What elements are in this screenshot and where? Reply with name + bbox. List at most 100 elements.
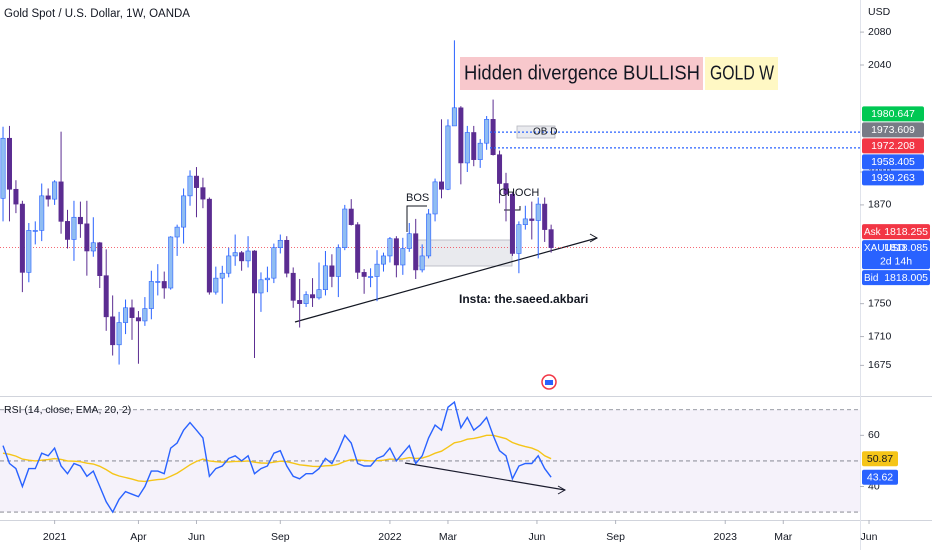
x-tick-label: Jun: [861, 531, 878, 543]
x-tick-label: Mar: [439, 531, 458, 543]
quote-box: [862, 224, 930, 240]
candle-body: [193, 175, 199, 188]
candle-body: [26, 230, 32, 273]
candle-body: [129, 307, 135, 318]
price-label: 1972.208: [871, 140, 915, 152]
candle-body: [123, 307, 129, 323]
rsi-line: [2, 400, 552, 514]
candle-body: [393, 238, 399, 266]
value-box: [862, 469, 898, 485]
candle-body: [187, 175, 193, 197]
candle-body: [529, 218, 535, 221]
price-box: [862, 138, 924, 154]
candle-body: [445, 125, 451, 190]
candle-body: [497, 154, 503, 184]
candle-body: [219, 272, 225, 279]
candle-body: [522, 218, 528, 225]
candle-body: [509, 193, 515, 254]
candle-body: [316, 289, 322, 299]
annotation: BOS: [406, 192, 429, 204]
indicator-title: RSI (14, close, EMA, 20, 2): [4, 404, 131, 416]
candle-body: [335, 247, 341, 277]
candle-body: [464, 132, 470, 164]
candle-body: [161, 281, 167, 289]
chart-title: Gold Spot / U.S. Dollar, 1W, OANDA: [4, 8, 190, 20]
demand-zone: [414, 239, 513, 267]
bos-line: [406, 205, 427, 232]
candle-body: [503, 183, 509, 195]
candle-body: [484, 119, 490, 144]
price-label: 1980.647: [871, 108, 915, 120]
value-label: 43.62: [867, 472, 893, 484]
event-icon-flag: [545, 380, 553, 385]
candle-body: [277, 239, 283, 248]
candle-body: [135, 317, 141, 322]
candle-body: [355, 224, 361, 273]
x-tick-label: Sep: [271, 531, 290, 543]
x-tick-label: 2023: [714, 531, 738, 543]
value-box: [862, 451, 898, 467]
price-box: [862, 154, 924, 170]
trendline: [294, 237, 598, 323]
title-box: [460, 57, 703, 90]
arrow-head: [589, 233, 599, 243]
y-tick-label: 2040: [868, 59, 892, 71]
candle-body: [39, 195, 45, 231]
y-tick-label: 2080: [868, 26, 892, 38]
x-tick-label: Mar: [774, 531, 793, 543]
candle-body: [303, 294, 309, 304]
candle-body: [542, 203, 548, 230]
candle-body: [110, 316, 116, 346]
candle-body: [264, 277, 270, 281]
candle-body: [58, 181, 64, 222]
price-box: [862, 106, 924, 122]
x-tick-label: Apr: [130, 531, 147, 543]
candle-body: [361, 272, 367, 277]
quote-name: Ask: [864, 227, 882, 238]
candle-body: [535, 203, 541, 221]
candle-body: [97, 242, 103, 276]
candle-body: [155, 281, 161, 283]
candle-body: [252, 250, 258, 294]
x-tick-label: Sep: [606, 531, 625, 543]
value-label: 50.87: [867, 453, 893, 465]
y-tick-label: 1750: [868, 297, 892, 309]
candle-body: [77, 216, 83, 225]
price-label: 1973.609: [871, 124, 915, 136]
candle-body: [174, 226, 180, 238]
candle-body: [374, 263, 380, 277]
y-tick-label: 1870: [868, 199, 892, 211]
candle-body: [451, 107, 457, 127]
candle-body: [245, 250, 251, 262]
y-tick-label: 60: [868, 429, 880, 441]
annotation: GOLD W: [710, 62, 774, 84]
candle-body: [271, 247, 277, 279]
rsi-line: [2, 434, 552, 483]
annotation: OB D: [533, 127, 557, 138]
candle-body: [432, 181, 438, 215]
candle-body: [200, 187, 206, 200]
choch-line: [504, 206, 521, 211]
candle-body: [413, 233, 419, 271]
candle-body: [516, 224, 522, 254]
annotation: CHOCH: [499, 187, 539, 199]
candle-body: [329, 265, 335, 277]
price-label: 1958.405: [871, 156, 915, 168]
candle-body: [419, 255, 425, 271]
rsi-trendline: [404, 462, 566, 491]
candle-body: [290, 272, 296, 301]
price-label: 1939.263: [871, 172, 915, 184]
candle-body: [310, 294, 316, 299]
y-tick-label: 1675: [868, 359, 892, 371]
x-tick-label: 2022: [378, 531, 402, 543]
candle-body: [181, 195, 187, 228]
candle-body: [471, 132, 477, 160]
candle-body: [322, 265, 328, 290]
candle-body: [52, 181, 58, 200]
quote-value: 1818.255: [884, 226, 928, 238]
candle-body: [32, 230, 38, 232]
x-tick-label: Jun: [188, 531, 205, 543]
candle-body: [342, 208, 348, 248]
axis-unit: USD: [868, 6, 891, 18]
